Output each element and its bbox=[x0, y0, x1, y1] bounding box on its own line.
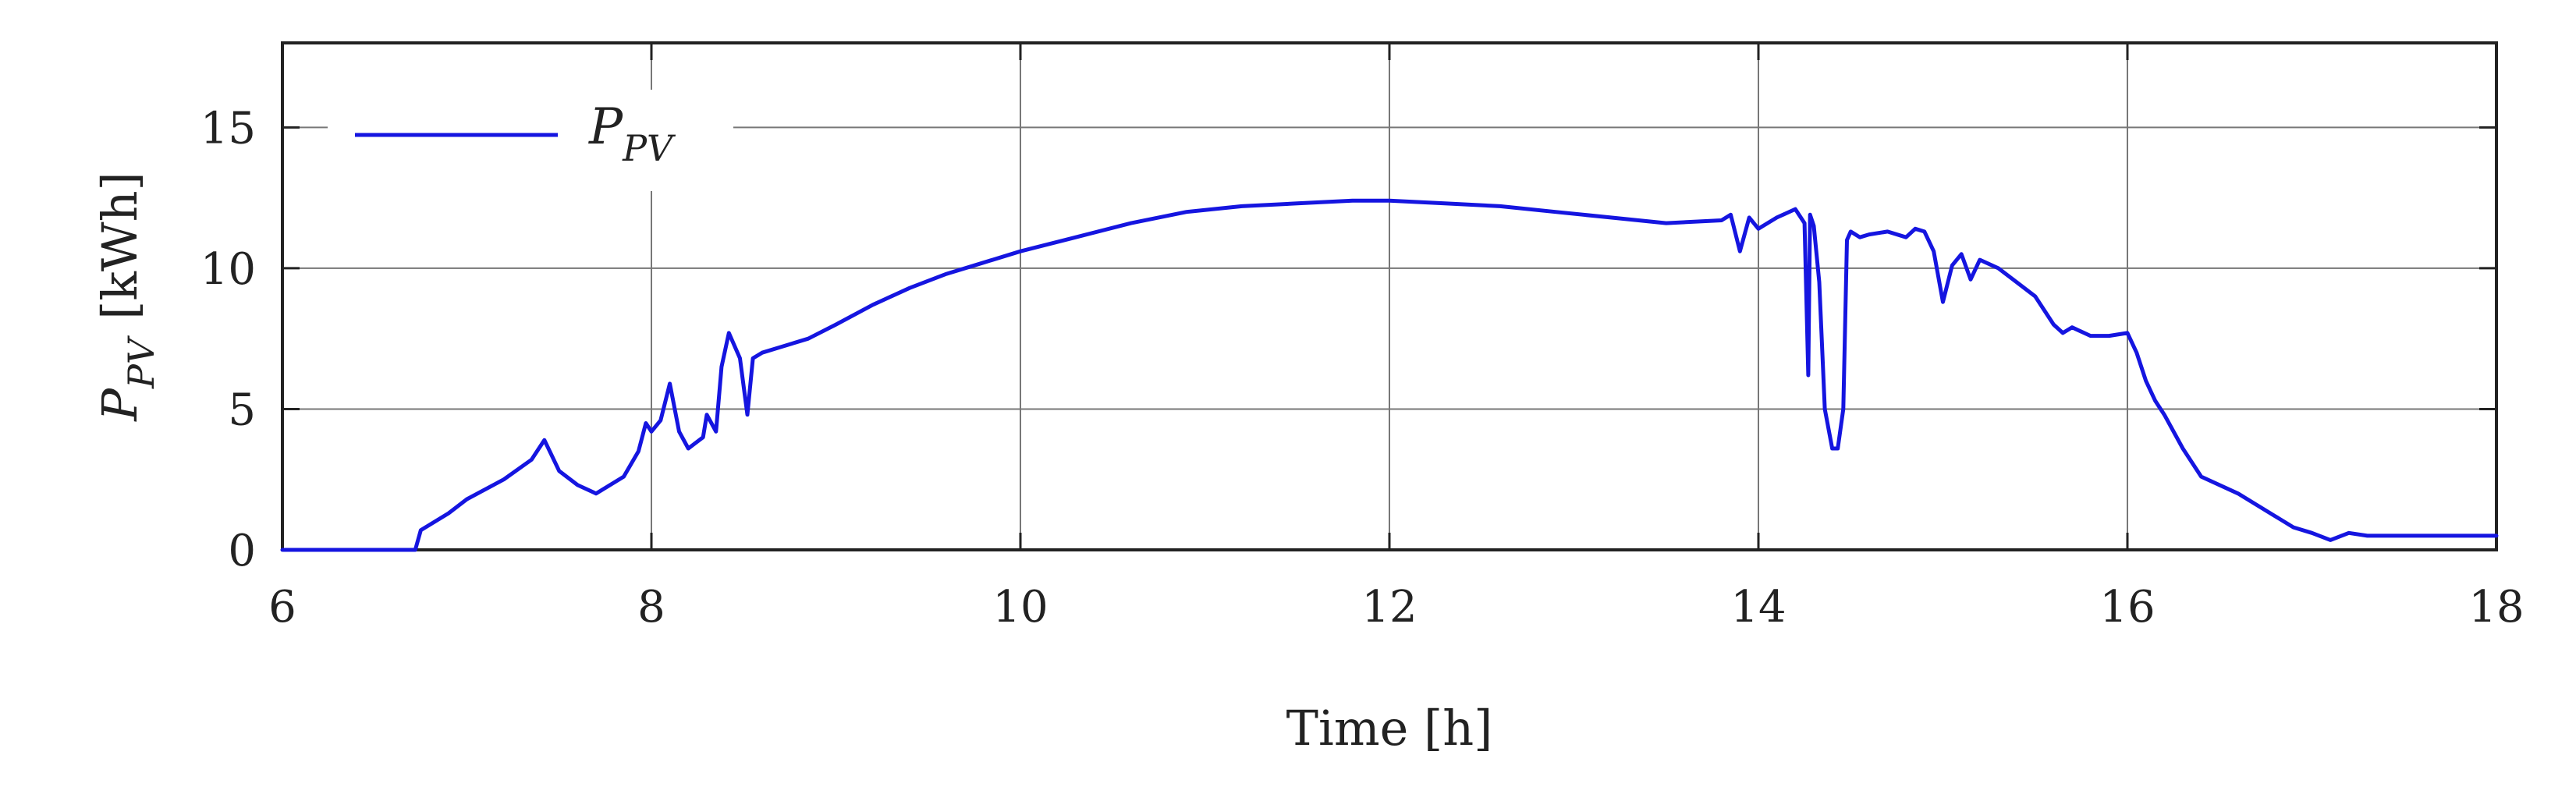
x-tick-label: 6 bbox=[268, 582, 296, 633]
legend: PPV bbox=[328, 90, 733, 191]
legend-symbol: P bbox=[588, 98, 623, 156]
x-tick-label: 16 bbox=[2099, 582, 2155, 633]
x-tick-label: 18 bbox=[2468, 582, 2524, 633]
y-tick-label: 10 bbox=[200, 244, 256, 295]
grid-lines bbox=[282, 43, 2496, 550]
legend-label: PPV bbox=[588, 98, 676, 169]
x-tick-labels: 6 8 10 12 14 16 18 bbox=[268, 582, 2524, 633]
series-group bbox=[280, 198, 2499, 552]
x-tick-label: 10 bbox=[992, 582, 1048, 633]
legend-background bbox=[328, 90, 733, 191]
y-tick-label: 5 bbox=[228, 385, 256, 435]
x-axis-title: Time [h] bbox=[1286, 700, 1493, 757]
x-tick-label: 14 bbox=[1730, 582, 1786, 633]
y-tick-label: 0 bbox=[228, 526, 256, 576]
y-axis-unit: [kWh] bbox=[91, 172, 148, 320]
y-axis-symbol: P bbox=[91, 388, 148, 422]
axis-ticks bbox=[281, 43, 2498, 551]
y-tick-label: 15 bbox=[200, 103, 256, 154]
x-tick-label: 12 bbox=[1361, 582, 1417, 633]
pv-power-series-line bbox=[280, 198, 2499, 552]
y-axis-title: PPV [kWh] bbox=[91, 172, 162, 422]
y-tick-labels: 0 5 10 15 bbox=[200, 103, 256, 576]
legend-subscript: PV bbox=[622, 127, 676, 169]
y-axis-subscript: PV bbox=[120, 335, 162, 389]
x-tick-label: 8 bbox=[637, 582, 665, 633]
